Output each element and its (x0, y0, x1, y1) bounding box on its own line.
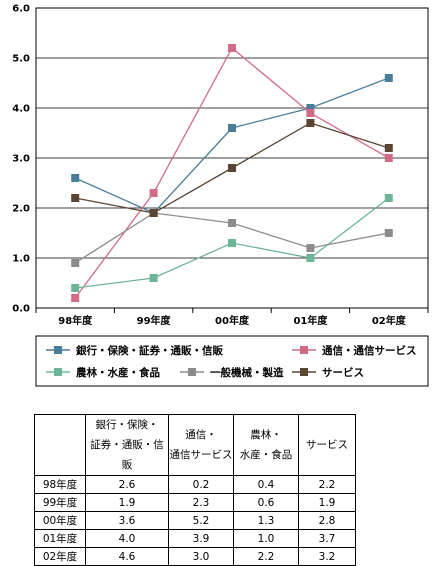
series-line (74, 77, 390, 214)
table-cell: 4.0 (85, 529, 169, 548)
line-chart: 0.0 1.0 2.0 3.0 4.0 5.0 6.0 98年度 99年度 00年度 01年度 02… (12, 4, 429, 387)
data-point (228, 44, 236, 52)
x-tick-label: 99年度 (137, 314, 172, 327)
series-lines (71, 44, 393, 302)
legend-label: サービス (322, 366, 364, 379)
data-point (228, 164, 236, 172)
data-point (384, 229, 393, 237)
row-label: 00年度 (34, 511, 86, 530)
table-cell: 1.9 (85, 493, 169, 512)
legend-label: 一般機械・製造 (210, 366, 284, 379)
data-point (149, 209, 158, 217)
row-label: 99年度 (34, 493, 86, 512)
row-label: 01年度 (34, 529, 86, 548)
table-cell: 3.7 (298, 529, 356, 548)
legend-label: 農林・水産・食品 (76, 366, 160, 379)
data-point (306, 109, 315, 117)
data-point (149, 274, 158, 282)
y-tick-label: 5.0 (12, 54, 30, 65)
table-header-row: 銀行・保険・ 証券・通販・信販 通信・ 通信サービス 農林・ 水産・食品 サービ… (34, 414, 356, 476)
row-label: 98年度 (34, 475, 86, 494)
data-point (384, 144, 393, 152)
table-header-cell (34, 414, 86, 476)
table-cell: 3.2 (298, 547, 356, 566)
legend-marker (54, 368, 62, 376)
legend-box (35, 335, 429, 387)
y-tick-label: 1.0 (12, 254, 30, 265)
legend-marker (54, 346, 62, 354)
data-point (306, 119, 315, 127)
legend-marker (188, 368, 196, 376)
table-row: 98年度 2.6 0.2 0.4 2.2 (34, 475, 356, 494)
table-cell: 4.6 (85, 547, 169, 566)
data-point (71, 259, 80, 267)
row-label: 02年度 (34, 547, 86, 566)
data-point (384, 194, 393, 202)
data-point (306, 254, 315, 262)
table-cell: 3.0 (168, 547, 234, 566)
data-point (149, 189, 158, 197)
table-cell: 3.9 (168, 529, 234, 548)
data-point (71, 174, 80, 182)
legend-label: 銀行・保険・証券・通販・信販 (76, 344, 223, 357)
table-cell: 0.6 (233, 493, 299, 512)
data-table: 銀行・保険・ 証券・通販・信販 通信・ 通信サービス 農林・ 水産・食品 サービ… (34, 414, 356, 566)
table-cell: 5.2 (168, 511, 234, 530)
data-point (384, 154, 393, 162)
data-point (306, 104, 315, 112)
table-cell: 1.3 (233, 511, 299, 530)
x-tick-label: 98年度 (58, 314, 93, 327)
data-point (306, 244, 315, 252)
data-point (384, 74, 393, 82)
x-tick-label: 02年度 (372, 314, 407, 327)
table-header-cell: 通信・ 通信サービス (168, 414, 234, 476)
table-cell: 2.2 (233, 547, 299, 566)
table-header-cell: サービス (298, 414, 356, 476)
y-tick-label: 6.0 (12, 4, 30, 15)
table-cell: 1.0 (233, 529, 299, 548)
data-point (71, 284, 80, 292)
y-axis-ticks: 0.0 1.0 2.0 3.0 4.0 5.0 6.0 (12, 4, 30, 315)
table-cell: 1.9 (298, 493, 356, 512)
legend-marker (300, 346, 308, 354)
series-line (74, 46, 390, 299)
table-row: 01年度 4.0 3.9 1.0 3.7 (34, 529, 356, 548)
table-row: 99年度 1.9 2.3 0.6 1.9 (34, 493, 356, 512)
table-cell: 0.2 (168, 475, 234, 494)
data-point (228, 219, 236, 227)
data-point (71, 194, 80, 202)
table-cell: 2.2 (298, 475, 356, 494)
y-tick-label: 0.0 (12, 304, 30, 315)
table-row: 02年度 4.6 3.0 2.2 3.2 (34, 547, 356, 566)
table-cell: 0.4 (233, 475, 299, 494)
x-tick-label: 01年度 (293, 314, 328, 327)
x-axis-ticks: 98年度 99年度 00年度 01年度 02年度 (35, 308, 429, 327)
legend-label: 通信・通信サービス (322, 344, 417, 357)
data-point (228, 124, 236, 132)
y-tick-label: 2.0 (12, 204, 30, 215)
y-tick-label: 3.0 (12, 154, 30, 165)
y-tick-label: 4.0 (12, 104, 30, 115)
table-cell: 2.6 (85, 475, 169, 494)
table-cell: 2.8 (298, 511, 356, 530)
table-row: 00年度 3.6 5.2 1.3 2.8 (34, 511, 356, 530)
table-header-cell: 農林・ 水産・食品 (233, 414, 299, 476)
legend-marker (300, 368, 308, 376)
table-cell: 2.3 (168, 493, 234, 512)
x-tick-label: 00年度 (215, 314, 250, 327)
data-point (228, 239, 236, 247)
data-point (71, 294, 80, 302)
grid-lines (35, 7, 429, 309)
table-header-cell: 銀行・保険・ 証券・通販・信販 (85, 414, 169, 476)
table-cell: 3.6 (85, 511, 169, 530)
